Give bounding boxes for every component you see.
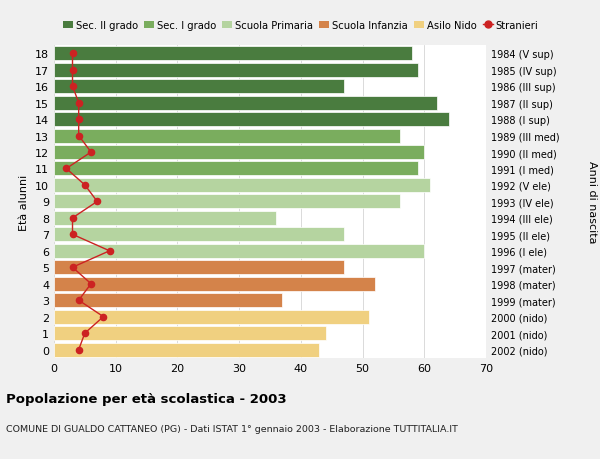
Point: [80, 330, 89, 337]
Legend: Sec. II grado, Sec. I grado, Scuola Primaria, Scuola Infanzia, Asilo Nido, Stran: Sec. II grado, Sec. I grado, Scuola Prim…: [59, 17, 542, 35]
Bar: [54, 96, 437, 110]
Point: [68, 264, 77, 271]
Bar: [54, 179, 430, 192]
Text: Anni di nascita: Anni di nascita: [587, 161, 597, 243]
Bar: [54, 129, 400, 143]
Point: [68, 231, 77, 239]
Y-axis label: Età alunni: Età alunni: [19, 174, 29, 230]
Point: [74, 116, 83, 123]
Text: Popolazione per età scolastica - 2003: Popolazione per età scolastica - 2003: [6, 392, 287, 405]
Point: [62, 165, 71, 173]
Point: [68, 67, 77, 74]
Bar: [54, 310, 369, 324]
Bar: [54, 343, 319, 357]
Text: COMUNE DI GUALDO CATTANEO (PG) - Dati ISTAT 1° gennaio 2003 - Elaborazione TUTTI: COMUNE DI GUALDO CATTANEO (PG) - Dati IS…: [6, 425, 458, 434]
Bar: [54, 195, 400, 209]
Bar: [54, 228, 344, 242]
Point: [68, 215, 77, 222]
Bar: [54, 113, 449, 127]
Bar: [54, 277, 375, 291]
Bar: [54, 294, 283, 308]
Bar: [54, 146, 424, 160]
Bar: [54, 212, 276, 225]
Point: [98, 313, 108, 321]
Point: [80, 182, 89, 189]
Bar: [54, 326, 326, 341]
Bar: [54, 244, 424, 258]
Bar: [54, 47, 412, 61]
Point: [68, 83, 77, 90]
Point: [105, 247, 115, 255]
Point: [74, 297, 83, 304]
Point: [68, 50, 77, 58]
Bar: [54, 162, 418, 176]
Bar: [54, 63, 418, 78]
Bar: [54, 80, 344, 94]
Point: [74, 346, 83, 353]
Point: [74, 100, 83, 107]
Point: [74, 133, 83, 140]
Point: [86, 280, 96, 288]
Point: [92, 198, 102, 206]
Point: [86, 149, 96, 157]
Bar: [54, 261, 344, 274]
